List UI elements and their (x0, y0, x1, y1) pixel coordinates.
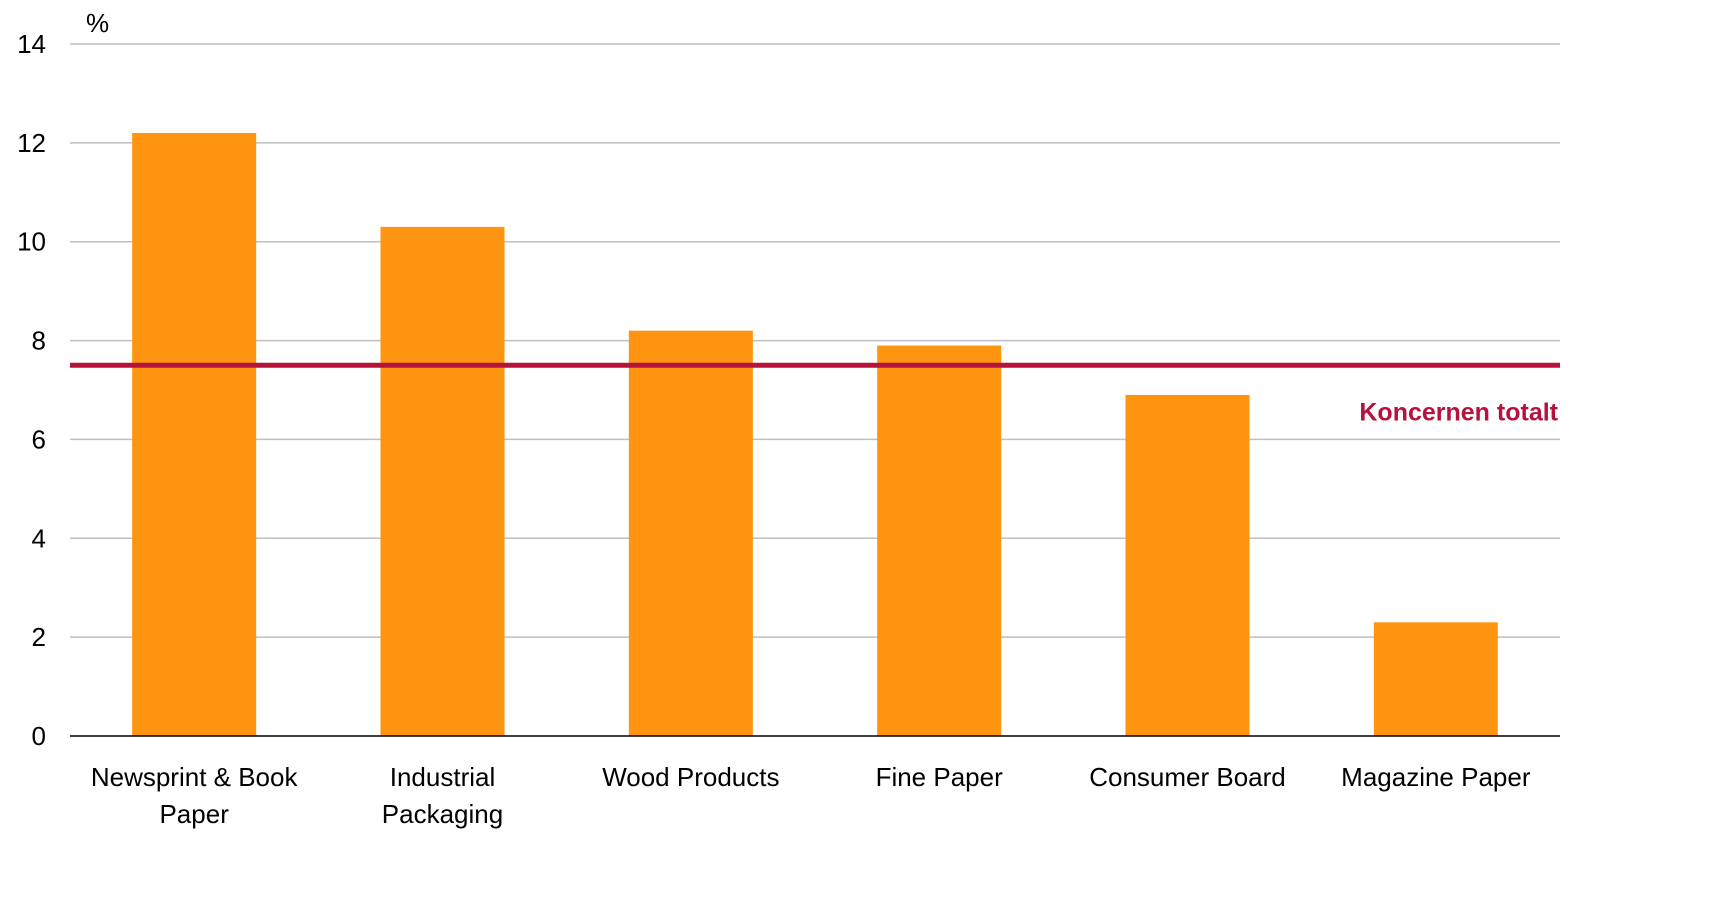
x-tick-label: Newsprint & Book (91, 762, 299, 792)
y-tick-label: 0 (32, 721, 46, 751)
bar (380, 226, 505, 736)
bar (1373, 622, 1498, 736)
x-tick-label: Fine Paper (876, 762, 1004, 792)
y-tick-label: 4 (32, 523, 46, 553)
x-tick-label: Packaging (382, 799, 503, 829)
x-axis-labels: Newsprint & Book Paper Industrial Packaging… (91, 762, 1531, 829)
y-tick-label: 10 (17, 227, 46, 257)
y-tick-label: 14 (17, 29, 46, 59)
bar (1125, 394, 1250, 736)
x-tick-label: Consumer Board (1089, 762, 1286, 792)
bar (877, 345, 1002, 736)
reference-line-label: Koncernen totalt (1359, 398, 1558, 426)
x-tick-label: Magazine Paper (1341, 762, 1531, 792)
x-tick-label: Paper (159, 799, 229, 829)
gridlines (70, 43, 1560, 638)
y-unit-label: % (86, 8, 109, 38)
bar (628, 330, 753, 736)
x-tick-label: Industrial (390, 762, 496, 792)
y-tick-label: 6 (32, 424, 46, 454)
bars (132, 132, 1498, 736)
y-tick-label: 8 (32, 326, 46, 356)
bar (132, 132, 257, 736)
y-tick-label: 12 (17, 128, 46, 158)
y-tick-label: 2 (32, 622, 46, 652)
y-axis-ticks: 0 2 4 6 8 10 12 14 (17, 29, 46, 751)
x-tick-label: Wood Products (602, 762, 779, 792)
